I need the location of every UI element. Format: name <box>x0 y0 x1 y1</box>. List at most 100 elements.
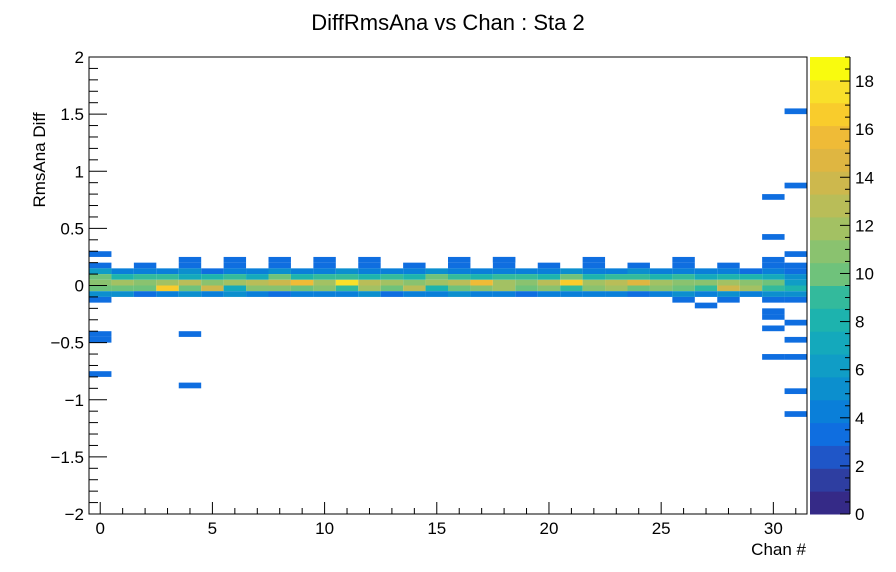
heatmap-cell <box>717 268 740 275</box>
heatmap-cell <box>762 285 785 292</box>
heatmap-cell <box>89 331 112 337</box>
heatmap-cell <box>178 256 202 263</box>
heatmap-cell <box>448 279 471 286</box>
heatmap-cell <box>156 291 179 297</box>
heatmap-cell <box>694 279 718 286</box>
heatmap-cell <box>178 268 202 275</box>
color-scale-bar: 0 2 4 6 8 10 12 14 16 18 <box>810 56 874 524</box>
heatmap-cell <box>358 262 381 269</box>
heatmap-cell <box>223 279 247 286</box>
heatmap-cell <box>290 279 314 286</box>
heatmap-cell <box>717 285 740 292</box>
heatmap-cell <box>627 285 650 292</box>
colorbar-band <box>810 285 850 309</box>
heatmap-cell <box>739 285 763 292</box>
heatmap-cell <box>470 291 493 297</box>
heatmap-cell <box>582 279 606 286</box>
y-tick-label: 2 <box>75 48 84 67</box>
heatmap-cell <box>694 302 718 309</box>
heatmap-cell <box>672 274 695 280</box>
colorbar-tick-label: 0 <box>855 505 864 524</box>
heatmap-cell <box>605 291 628 297</box>
colorbar-tick-label: 18 <box>855 72 874 91</box>
heatmap-cell <box>246 291 269 297</box>
colorbar-band <box>810 57 850 81</box>
heatmap-cell <box>784 262 807 269</box>
heatmap-cell <box>425 291 448 297</box>
heatmap-cell <box>762 262 785 269</box>
heatmap-cell <box>560 291 583 297</box>
heatmap-cell <box>133 285 157 292</box>
heatmap-cell <box>582 262 606 269</box>
colorbar-band <box>810 331 850 355</box>
heatmap-cell <box>672 256 695 263</box>
heatmap-cell <box>313 262 336 269</box>
colorbar-band <box>810 422 850 446</box>
colorbar-tick-label: 4 <box>855 409 864 428</box>
heatmap-cell <box>784 274 807 280</box>
heatmap-cell <box>762 256 785 263</box>
heatmap-cell <box>605 268 628 275</box>
heatmap-cell <box>492 262 516 269</box>
heatmap-cell <box>717 274 740 280</box>
x-tick-label: 20 <box>540 519 559 538</box>
heatmap-cell <box>560 279 583 286</box>
heatmap-cell <box>492 279 516 286</box>
heatmap-cell <box>380 274 404 280</box>
heatmap-cell <box>582 268 606 275</box>
colorbar-band <box>810 171 850 195</box>
heatmap-cell <box>223 262 247 269</box>
heatmap-cell <box>89 296 112 303</box>
colorbar-tick-label: 6 <box>855 361 864 380</box>
heatmap-cell <box>784 279 807 286</box>
heatmap-cell <box>133 274 157 280</box>
heatmap-cell <box>268 256 291 263</box>
x-tick-label: 5 <box>208 519 217 538</box>
heatmap-cell <box>111 291 134 297</box>
heatmap-cell <box>784 336 807 343</box>
colorbar-band <box>810 491 850 515</box>
heatmap-cell <box>178 382 202 389</box>
colorbar-tick-label: 10 <box>855 264 874 283</box>
x-tick-label: 25 <box>652 519 671 538</box>
heatmap-cell <box>133 291 157 297</box>
heatmap-cell <box>313 268 336 275</box>
heatmap-cell <box>717 296 740 303</box>
y-tick-label: 0.5 <box>60 219 84 238</box>
y-axis-label: RmsAna Diff <box>30 112 49 207</box>
heatmap-cell <box>649 279 673 286</box>
heatmap-cell <box>784 285 807 292</box>
heatmap-cell <box>358 285 381 292</box>
heatmap-cell <box>290 291 314 297</box>
heatmap-cell <box>111 274 134 280</box>
heatmap-cell <box>89 251 112 257</box>
colorbar-band <box>810 354 850 378</box>
heatmap-cell <box>358 274 381 280</box>
heatmap-cell <box>178 331 202 337</box>
heatmap-cell <box>156 285 179 292</box>
heatmap-cell <box>111 268 134 275</box>
heatmap-cell <box>492 256 516 263</box>
heatmap-cell <box>246 268 269 275</box>
heatmap-cell <box>178 274 202 280</box>
heatmap-cell <box>739 291 763 297</box>
heatmap-cell <box>694 291 718 297</box>
heatmap-cell <box>223 268 247 275</box>
heatmap-cell <box>537 274 561 280</box>
heatmap-cell <box>448 268 471 275</box>
heatmap-cell <box>762 268 785 275</box>
heatmap-cell <box>246 279 269 286</box>
heatmap-cell <box>313 285 336 292</box>
heatmap-cell <box>762 194 785 200</box>
heatmap-cells <box>89 108 807 417</box>
heatmap-cell <box>89 285 112 292</box>
heatmap-cell <box>89 371 112 377</box>
colorbar-band <box>810 79 850 104</box>
heatmap-cell <box>762 291 785 297</box>
heatmap-cell <box>178 285 202 292</box>
heatmap-cell <box>246 274 269 280</box>
heatmap-cell <box>627 291 650 297</box>
y-tick-label: −0.5 <box>50 334 84 353</box>
heatmap-cell <box>448 262 471 269</box>
y-tick-label: −1 <box>65 391 84 410</box>
